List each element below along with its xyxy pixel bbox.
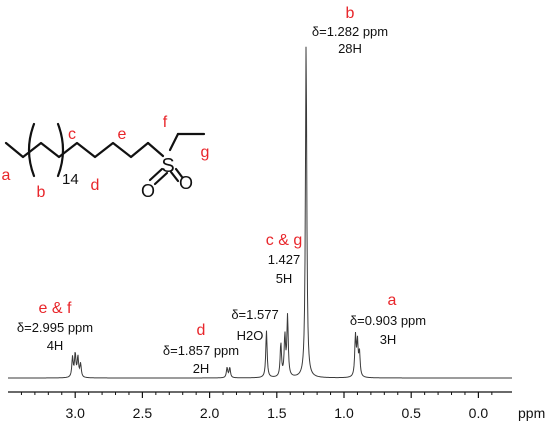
label-b: b xyxy=(37,184,46,201)
annotation-a-integral: 3H xyxy=(380,332,397,347)
s-ethyl-bond xyxy=(168,132,180,152)
x-axis-ticks: 3.0 2.5 2.0 1.5 1.0 0.5 0.0 xyxy=(20,392,493,421)
c-s-bond xyxy=(146,141,165,158)
annotation-cg: c & g 1.427 5H xyxy=(266,232,302,286)
label-c: c xyxy=(68,126,76,143)
oxygen-atom-left: O xyxy=(141,181,155,201)
annotation-cg-shift: 1.427 xyxy=(268,252,301,267)
annotation-d-integral: 2H xyxy=(193,361,210,376)
annotation-water: δ=1.577 H2O xyxy=(231,307,278,343)
s-o-bond-right-2 xyxy=(169,170,180,183)
s-o-bond-right-1 xyxy=(174,167,184,179)
x-tick-label: 0.0 xyxy=(469,405,489,421)
annotation-ef-letter: e & f xyxy=(39,300,72,317)
label-f: f xyxy=(163,114,168,131)
repeat-bracket-right xyxy=(56,122,65,178)
label-g: g xyxy=(201,144,210,161)
oxygen-atom-right: O xyxy=(179,173,193,193)
x-tick-label: 3.0 xyxy=(65,405,85,421)
x-tick-label: 0.5 xyxy=(401,405,421,421)
sulfur-atom: S xyxy=(161,155,174,177)
x-axis-label: ppm xyxy=(518,405,545,421)
annotation-cg-letter: c & g xyxy=(266,232,302,249)
annotation-ef-integral: 4H xyxy=(47,338,64,353)
x-tick-label: 1.0 xyxy=(334,405,354,421)
annotation-d: d δ=1.857 ppm 2H xyxy=(163,322,239,376)
x-tick-label: 1.5 xyxy=(267,405,287,421)
annotation-water-label: H2O xyxy=(237,328,264,343)
repeat-count: 14 xyxy=(62,171,79,188)
annotation-cg-integral: 5H xyxy=(276,271,293,286)
annotation-b-letter: b xyxy=(346,5,355,22)
alkyl-chain-bonds xyxy=(4,141,150,159)
x-tick-label: 2.5 xyxy=(133,405,153,421)
annotation-a-letter: a xyxy=(388,292,397,309)
label-d: d xyxy=(91,177,100,194)
annotation-a-shift: δ=0.903 ppm xyxy=(350,313,426,328)
annotation-b-integral: 28H xyxy=(338,41,362,56)
annotation-d-letter: d xyxy=(197,322,206,339)
annotation-ef-shift: δ=2.995 ppm xyxy=(17,320,93,335)
s-o-bond-left-1 xyxy=(148,167,164,182)
spectrum-line xyxy=(8,46,512,379)
x-tick-label: 2.0 xyxy=(200,405,220,421)
label-a: a xyxy=(2,167,11,184)
annotation-a: a δ=0.903 ppm 3H xyxy=(350,292,426,347)
annotation-b: b δ=1.282 ppm 28H xyxy=(312,5,388,56)
s-o-bond-left-2 xyxy=(153,171,169,186)
label-e: e xyxy=(118,126,127,143)
annotation-water-shift: δ=1.577 xyxy=(231,307,278,322)
repeat-bracket-left xyxy=(27,122,36,178)
annotation-ef: e & f δ=2.995 ppm 4H xyxy=(17,300,93,353)
molecule-structure xyxy=(4,122,206,186)
annotation-b-shift: δ=1.282 ppm xyxy=(312,24,388,39)
annotation-d-shift: δ=1.857 ppm xyxy=(163,343,239,358)
